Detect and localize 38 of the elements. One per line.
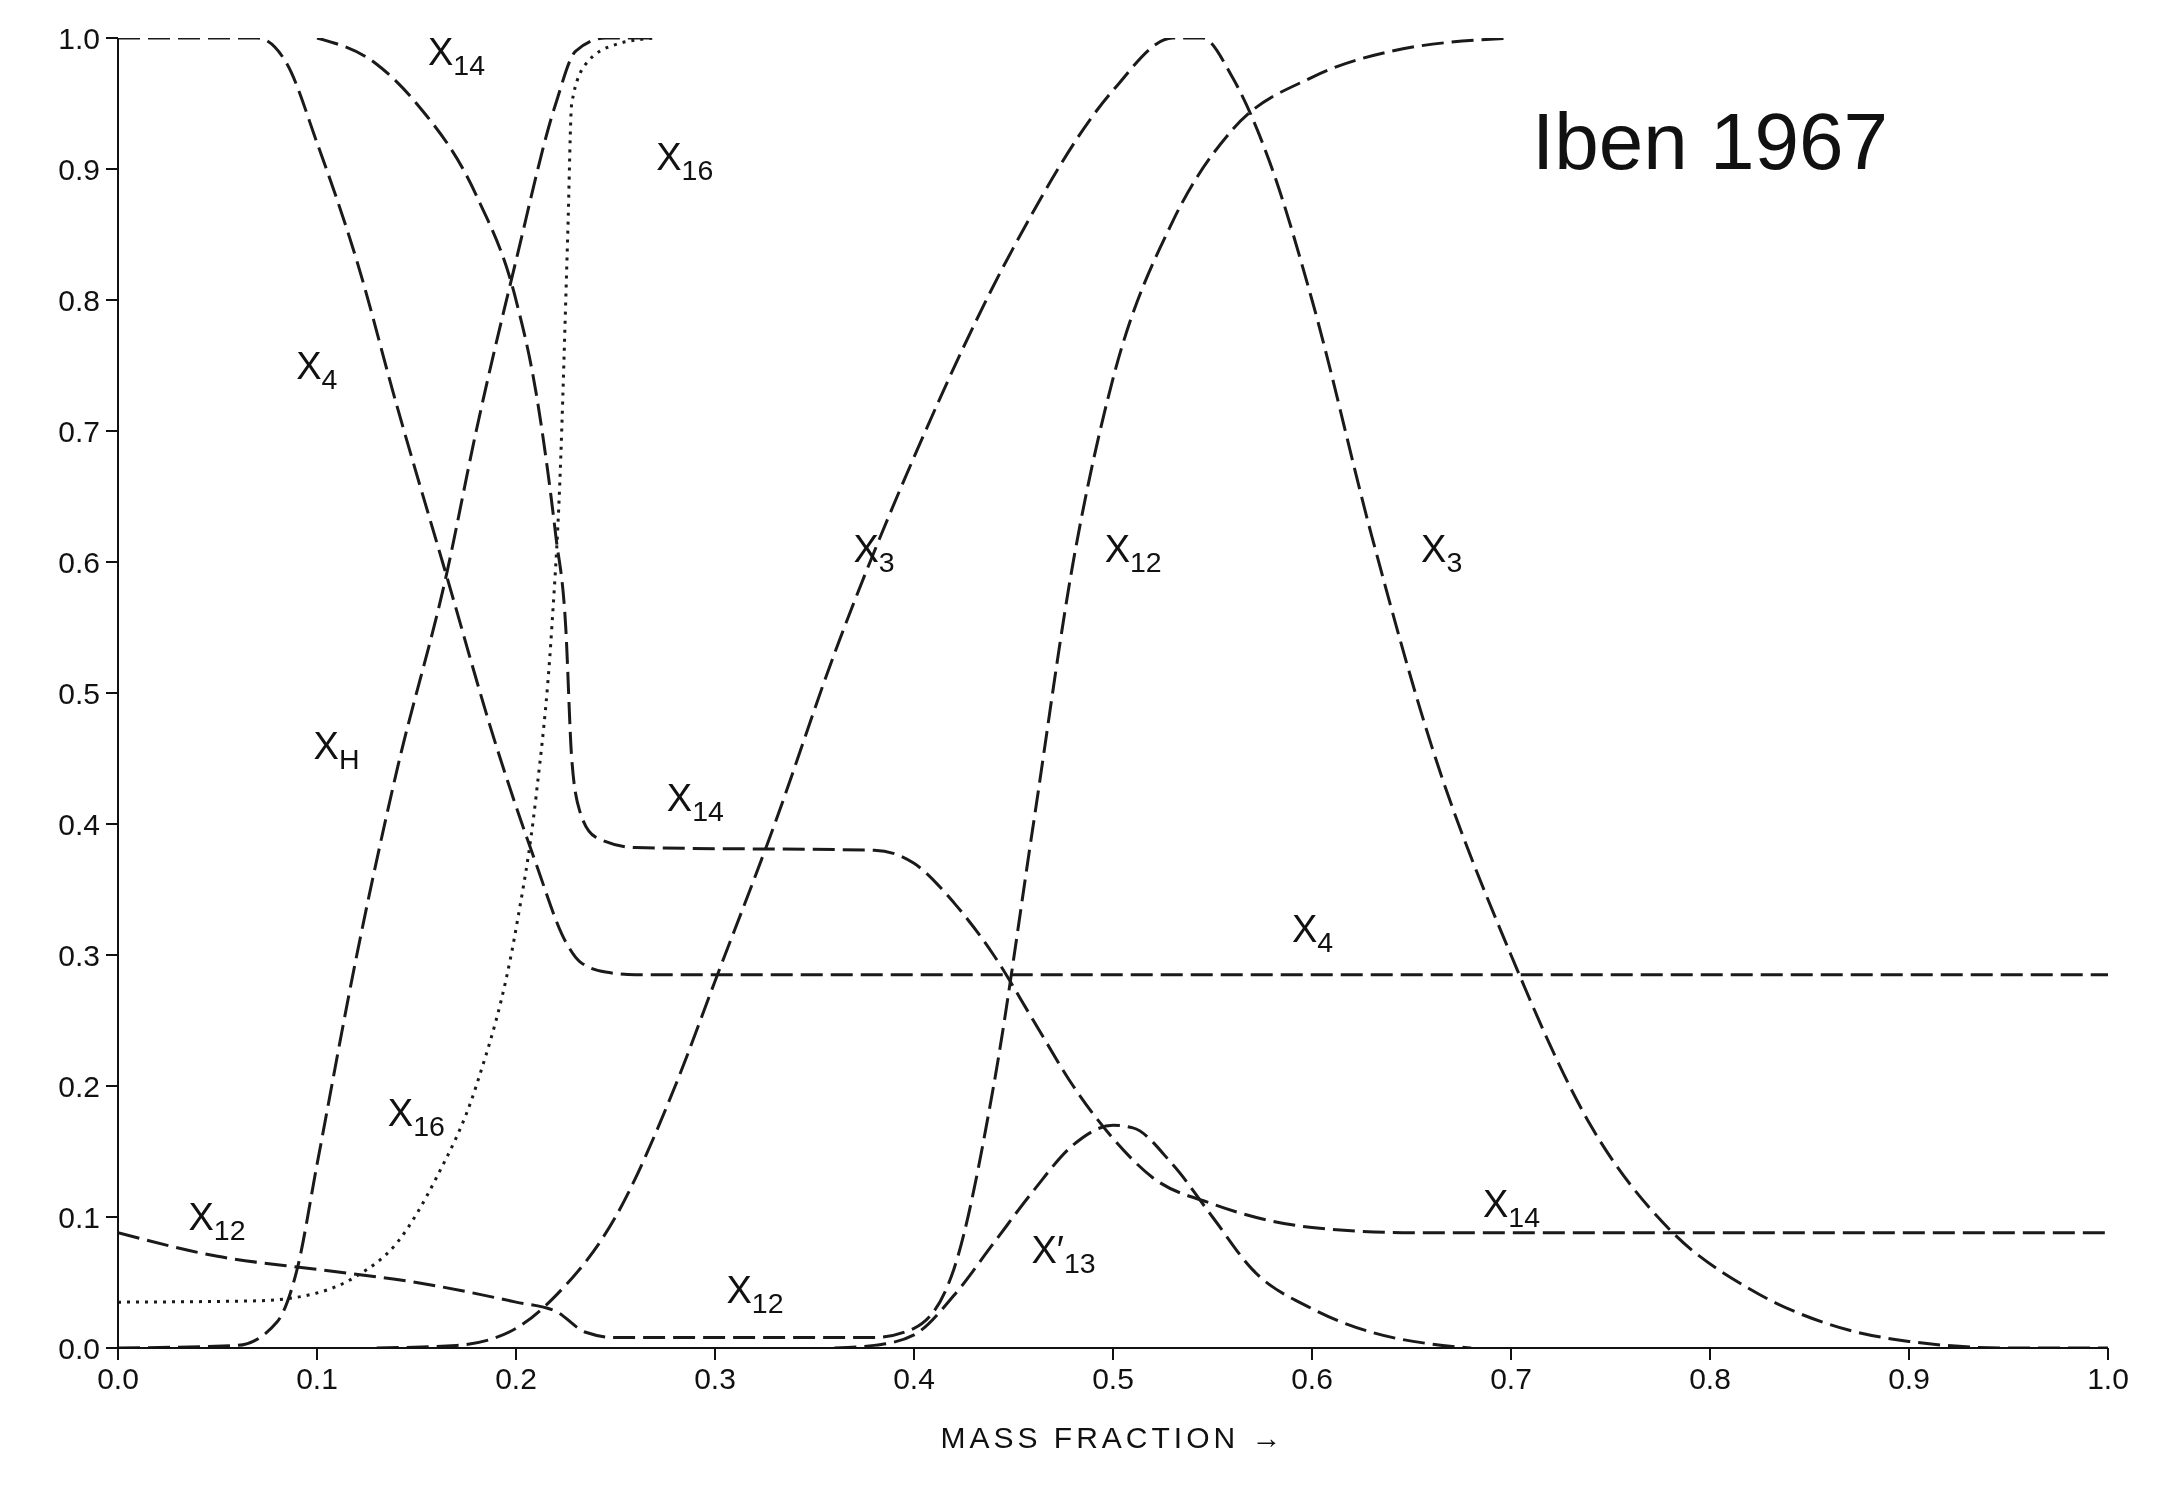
annotation: X$_{14}$ <box>427 30 486 81</box>
x-tick-label: 0.0 <box>97 1362 139 1396</box>
x-tick-label: 0.4 <box>893 1362 935 1396</box>
x-tick-label: 0.7 <box>1490 1362 1532 1396</box>
annotation: X$_{4}$ <box>1291 907 1334 958</box>
annotation: X$_{H}$ <box>313 724 360 775</box>
y-tick-label: 0.7 <box>58 414 100 448</box>
annotation: X$_{16}$ <box>656 135 714 186</box>
x-tick-label: 0.6 <box>1291 1362 1333 1396</box>
annotation: Iben 1967 <box>1532 97 1888 186</box>
y-tick-label: 0.3 <box>58 938 100 972</box>
annotation: X$_{3}$ <box>1421 527 1463 578</box>
y-tick-label: 0.6 <box>58 545 100 579</box>
y-tick-label: 0.1 <box>58 1200 100 1234</box>
y-tick-label: 0.4 <box>58 807 100 841</box>
annotation: X$_{12}$ <box>1104 528 1162 579</box>
annotation: X$_{16}$ <box>387 1091 445 1142</box>
y-tick-label: 1.0 <box>58 21 100 55</box>
y-tick-label: 0.5 <box>58 676 100 710</box>
annotation: X$_{12}$ <box>726 1268 784 1319</box>
annotation: X$_{12}$ <box>188 1196 246 1247</box>
x-axis-title: MASS FRACTION → <box>940 1421 1286 1454</box>
x-tick-label: 0.3 <box>694 1362 736 1396</box>
x-tick-label: 1.0 <box>2087 1362 2129 1396</box>
annotation: X′$_{13}$ <box>1031 1229 1096 1280</box>
x-tick-label: 0.9 <box>1888 1362 1930 1396</box>
y-tick-label: 0.0 <box>58 1331 100 1365</box>
annotation: X$_{3}$ <box>853 528 895 579</box>
y-tick-label: 0.9 <box>58 152 100 186</box>
x-tick-label: 0.5 <box>1092 1362 1134 1396</box>
annotation: X$_{4}$ <box>296 344 338 395</box>
annotation: X$_{14}$ <box>1482 1182 1541 1233</box>
y-tick-label: 0.8 <box>58 283 100 317</box>
x-tick-label: 0.1 <box>296 1362 338 1396</box>
y-tick-label: 0.2 <box>58 1069 100 1103</box>
x-tick-label: 0.2 <box>495 1362 537 1396</box>
annotation: X$_{14}$ <box>666 776 725 827</box>
x-tick-label: 0.8 <box>1689 1362 1731 1396</box>
